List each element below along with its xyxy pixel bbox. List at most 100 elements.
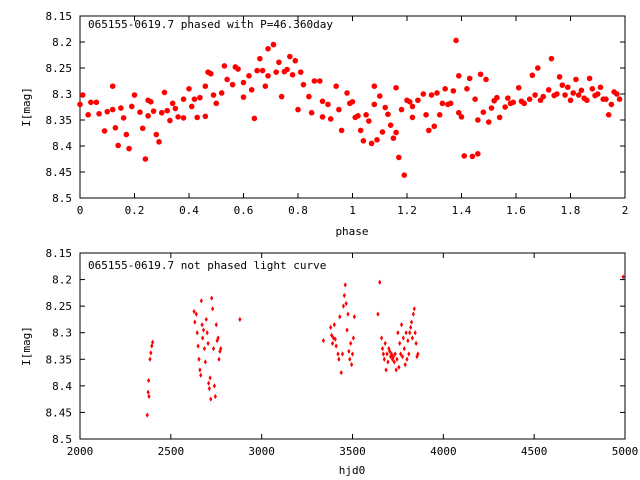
data-point <box>126 145 132 152</box>
data-point <box>214 322 218 328</box>
data-point <box>96 110 102 117</box>
data-point <box>339 369 343 376</box>
data-point <box>224 76 230 83</box>
x-tick-label: 4500 <box>521 445 548 458</box>
data-point <box>340 351 345 357</box>
data-point <box>389 354 393 360</box>
data-point <box>204 316 208 323</box>
data-point <box>376 311 380 317</box>
y-tick-label: 8.4 <box>52 380 72 393</box>
data-point <box>434 90 440 96</box>
data-point <box>167 117 173 124</box>
data-point <box>521 100 527 107</box>
data-point <box>338 314 342 320</box>
data-point <box>289 71 296 78</box>
data-point <box>371 101 378 108</box>
data-point <box>350 351 355 357</box>
data-point <box>368 140 375 147</box>
data-point <box>202 113 209 120</box>
data-point <box>475 117 481 123</box>
data-point <box>101 128 108 134</box>
data-point <box>188 103 195 110</box>
data-point <box>374 136 380 143</box>
y-tick-label: 8.45 <box>46 166 73 179</box>
data-point <box>193 319 197 325</box>
x-tick-label: 0.8 <box>288 204 308 217</box>
x-tick-label: 2000 <box>67 445 94 458</box>
data-point <box>510 99 517 106</box>
data-point <box>270 41 277 48</box>
data-point <box>211 346 216 352</box>
data-point <box>85 112 91 118</box>
data-point <box>396 154 402 161</box>
x-tick-label: 1.8 <box>561 204 581 217</box>
phased-plot-title: 065155-0619.7 phased with P=46.360day <box>88 18 333 31</box>
data-point <box>330 332 334 338</box>
data-point <box>397 364 401 370</box>
phased-y-axis-title: I[mag] <box>20 87 33 127</box>
data-point <box>351 335 356 341</box>
data-point <box>349 362 354 368</box>
data-point <box>399 351 403 357</box>
data-point <box>406 338 410 344</box>
data-point <box>142 156 149 162</box>
data-point <box>342 292 346 299</box>
data-point <box>395 356 399 362</box>
data-point <box>380 346 385 352</box>
data-point <box>216 335 220 341</box>
data-point <box>366 118 372 124</box>
data-point <box>464 86 470 92</box>
data-point <box>488 105 495 111</box>
x-tick-label: 0.2 <box>125 204 145 217</box>
data-point <box>409 114 416 121</box>
data-point <box>455 109 462 116</box>
data-point <box>409 324 413 330</box>
unphased-y-axis-title: I[mag] <box>20 326 33 366</box>
data-point <box>259 67 266 74</box>
data-point <box>201 335 205 341</box>
data-point <box>198 367 202 373</box>
data-point <box>407 351 411 357</box>
data-point <box>172 105 179 112</box>
data-point <box>202 346 207 352</box>
data-point <box>526 96 533 102</box>
data-point <box>295 106 301 113</box>
data-point <box>360 138 367 144</box>
data-point <box>131 92 138 98</box>
data-point <box>109 83 116 89</box>
data-point <box>325 101 331 108</box>
data-point <box>357 127 364 134</box>
data-point <box>545 87 552 93</box>
data-point <box>382 104 389 111</box>
data-point <box>311 78 318 84</box>
data-point <box>235 66 241 72</box>
data-point <box>442 86 448 92</box>
data-point <box>180 115 187 121</box>
data-point <box>394 367 398 373</box>
data-point <box>93 99 100 106</box>
data-point <box>349 340 353 346</box>
data-point <box>381 351 385 357</box>
data-point <box>398 340 402 346</box>
data-point <box>403 362 407 368</box>
data-point <box>406 99 413 105</box>
data-point <box>404 330 408 336</box>
data-point <box>564 84 571 91</box>
data-point <box>393 129 399 136</box>
data-point <box>128 103 135 110</box>
y-tick-label: 8.5 <box>52 192 72 205</box>
data-point <box>196 343 200 349</box>
data-point <box>496 114 503 121</box>
y-tick-label: 8.45 <box>46 406 73 419</box>
data-point <box>161 89 168 96</box>
data-point <box>221 63 228 69</box>
data-point <box>401 172 408 178</box>
data-point <box>180 96 187 102</box>
y-tick-label: 8.25 <box>46 300 73 313</box>
y-tick-label: 8.2 <box>52 36 72 49</box>
x-tick-label: 1.2 <box>397 204 417 217</box>
data-point <box>151 339 155 345</box>
data-point <box>405 356 409 362</box>
data-point <box>573 76 579 83</box>
